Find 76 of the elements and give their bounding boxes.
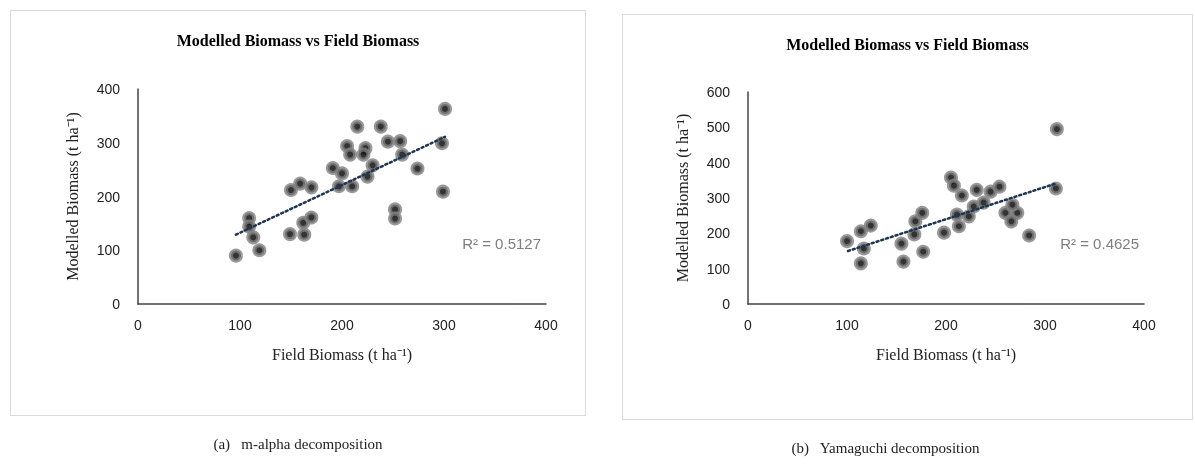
x-tick-label: 100 <box>228 317 252 333</box>
point <box>388 211 403 226</box>
x-tick-label: 100 <box>835 317 859 333</box>
point <box>1022 228 1037 243</box>
y-tick-label: 0 <box>112 296 121 312</box>
chart-title: Modelled Biomass vs Field Biomass <box>176 31 420 49</box>
point <box>438 101 453 116</box>
point <box>350 119 365 134</box>
point <box>915 205 930 220</box>
point <box>343 147 358 162</box>
point <box>282 227 297 242</box>
y-tick-label: 400 <box>96 81 121 97</box>
annotation: R² = 0.5127 <box>462 235 542 252</box>
x-tick-label: 400 <box>534 317 558 333</box>
point <box>335 166 349 181</box>
point <box>380 134 395 149</box>
point <box>896 254 911 269</box>
point <box>228 248 243 263</box>
point <box>297 227 312 242</box>
point <box>252 243 267 258</box>
point <box>946 178 961 193</box>
point <box>345 179 360 194</box>
y-tick-label: 100 <box>706 260 731 277</box>
point <box>246 230 261 245</box>
point <box>304 180 319 195</box>
point <box>1049 122 1064 137</box>
y-tick-label: 600 <box>706 84 731 100</box>
y-axis-title: Modelled Biomass (t ha⁻¹) <box>673 113 692 283</box>
point <box>983 184 998 199</box>
y-tick-label: 400 <box>706 154 731 171</box>
x-tick-label: 300 <box>1033 317 1057 333</box>
text: (a) m-alpha decomposition <box>212 436 384 453</box>
point <box>373 119 388 134</box>
x-tick-label: 0 <box>744 317 753 333</box>
point <box>951 219 966 234</box>
point <box>916 244 931 259</box>
x-tick-label: 0 <box>134 317 143 333</box>
point <box>840 234 854 249</box>
point <box>969 182 984 197</box>
y-tick-label: 100 <box>96 242 121 259</box>
y-tick-label: 300 <box>706 190 731 206</box>
point <box>853 224 868 239</box>
chart-title: Modelled Biomass vs Field Biomass <box>786 35 1029 53</box>
point <box>1004 214 1019 229</box>
text: (b) Yamaguchi decomposition <box>790 440 981 457</box>
annotation: R² = 0.4625 <box>1060 235 1140 252</box>
point <box>325 161 340 176</box>
point <box>304 210 319 225</box>
y-tick-label: 200 <box>706 225 731 242</box>
point <box>435 184 450 199</box>
x-tick-label: 200 <box>934 317 958 333</box>
x-axis-title: Field Biomass (t ha⁻¹) <box>875 345 1017 364</box>
point <box>954 188 969 203</box>
x-tick-label: 300 <box>432 317 456 333</box>
point <box>894 236 909 251</box>
point <box>1048 181 1063 196</box>
y-tick-label: 200 <box>96 188 121 205</box>
point <box>1005 197 1020 212</box>
x-tick-label: 200 <box>330 317 354 333</box>
point <box>356 147 371 162</box>
point <box>393 134 408 149</box>
y-tick-label: 500 <box>706 119 731 136</box>
x-tick-label: 400 <box>1132 317 1156 333</box>
y-tick-label: 0 <box>722 296 731 312</box>
y-tick-label: 300 <box>96 134 121 151</box>
point <box>410 161 425 176</box>
point <box>863 218 878 233</box>
point <box>284 183 298 198</box>
point <box>992 179 1007 194</box>
point <box>853 256 868 271</box>
y-axis-title: Modelled Biomass (t ha⁻¹) <box>63 112 82 281</box>
point <box>937 225 952 240</box>
point <box>293 176 308 191</box>
point <box>908 214 923 229</box>
point <box>365 158 380 173</box>
x-axis-title: Field Biomass (t ha⁻¹) <box>271 345 413 364</box>
